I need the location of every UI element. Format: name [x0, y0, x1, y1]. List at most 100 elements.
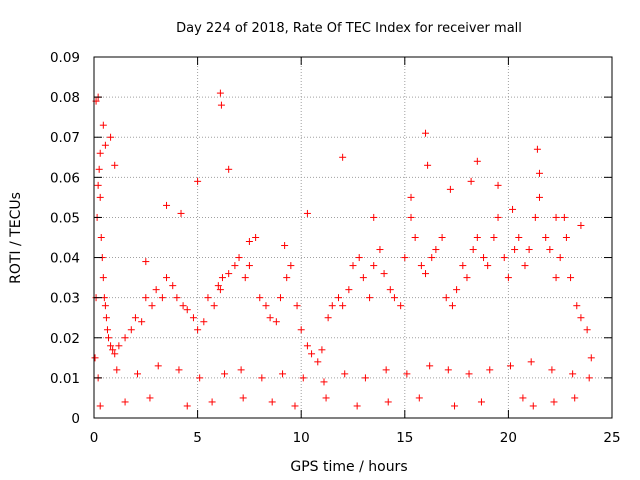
data-point: [225, 165, 233, 173]
data-point: [529, 402, 537, 410]
data-point: [216, 89, 224, 97]
data-point: [473, 234, 481, 241]
data-point: [100, 294, 108, 302]
data-point: [353, 402, 361, 410]
data-point: [552, 274, 560, 282]
data-point: [500, 254, 508, 262]
data-point: [276, 294, 284, 302]
data-point: [183, 306, 191, 314]
data-point: [262, 302, 270, 310]
data-point: [494, 181, 502, 189]
data-point: [95, 165, 103, 173]
data-point: [111, 161, 119, 169]
data-point: [245, 262, 253, 270]
data-point: [585, 374, 593, 382]
data-point: [105, 334, 113, 342]
data-point: [546, 246, 554, 254]
data-point: [567, 274, 575, 282]
data-point: [531, 213, 539, 221]
data-point: [99, 121, 107, 129]
data-point: [587, 354, 595, 362]
data-point: [562, 234, 570, 241]
data-point: [334, 294, 342, 302]
data-point: [113, 366, 121, 374]
data-point: [91, 354, 99, 362]
y-tick-label: 0.03: [50, 291, 80, 307]
axes: 0 0.01 0.02 0.03 0.04 0.05 0.06 0.07 0.08 0.09 0 5 1…: [50, 50, 621, 446]
data-point: [448, 302, 456, 310]
y-tick-label: 0.08: [50, 90, 80, 106]
data-point: [281, 242, 289, 250]
x-tick-label: 20: [500, 430, 517, 446]
data-point: [204, 294, 212, 302]
data-point: [297, 326, 305, 334]
data-point: [426, 362, 434, 370]
data-point: [163, 201, 171, 209]
data-point: [175, 366, 183, 374]
data-point: [194, 177, 202, 185]
data-point: [370, 213, 378, 221]
data-point: [386, 286, 394, 294]
y-tick-label: 0.01: [50, 371, 80, 387]
data-point: [535, 193, 543, 201]
data-point: [407, 193, 415, 201]
data-point: [533, 145, 541, 153]
data-point: [235, 254, 243, 262]
data-point: [134, 370, 142, 378]
data-point: [349, 262, 357, 270]
data-point: [258, 374, 266, 382]
data-point: [241, 274, 249, 282]
x-tick-label: 10: [293, 430, 310, 446]
data-point: [401, 254, 409, 262]
data-point: [509, 205, 517, 213]
data-point: [359, 274, 367, 282]
data-point: [477, 398, 485, 406]
data-point: [556, 254, 564, 262]
y-tick-label: 0.05: [50, 210, 80, 226]
data-point: [216, 286, 224, 294]
data-point: [101, 302, 109, 310]
data-point: [403, 370, 411, 378]
data-point: [467, 177, 475, 185]
data-point: [256, 294, 264, 302]
data-point: [444, 366, 452, 374]
data-point: [103, 326, 111, 334]
data-point: [370, 262, 378, 270]
data-point: [535, 169, 543, 177]
data-point: [422, 129, 430, 137]
data-point: [376, 246, 384, 254]
data-point: [432, 246, 440, 254]
y-tick-label: 0.02: [50, 331, 80, 347]
data-point: [442, 294, 450, 302]
data-point: [239, 394, 247, 402]
data-point: [324, 314, 332, 322]
data-point: [424, 161, 432, 169]
data-point: [146, 394, 154, 402]
data-point: [101, 141, 109, 149]
data-point: [173, 294, 181, 302]
data-point: [245, 238, 253, 246]
data-point: [550, 398, 558, 406]
data-point: [328, 302, 336, 310]
data-point: [96, 402, 104, 410]
x-tick-label: 5: [193, 430, 202, 446]
data-point: [96, 149, 104, 157]
data-point: [179, 302, 187, 310]
data-point: [355, 254, 363, 262]
data-point: [291, 402, 299, 410]
chart-title: Day 224 of 2018, Rate Of TEC Index for r…: [176, 21, 522, 36]
data-point: [384, 398, 392, 406]
plot-frame: [93, 56, 613, 419]
data-point: [465, 370, 473, 378]
data-point: [218, 274, 226, 282]
data-point: [102, 314, 110, 322]
data-point: [314, 358, 322, 366]
data-point: [521, 262, 529, 270]
data-point: [272, 318, 280, 326]
data-point: [411, 234, 419, 241]
data-point: [486, 366, 494, 374]
data-point: [94, 181, 102, 189]
x-tick-label: 15: [396, 430, 413, 446]
data-point: [515, 234, 523, 241]
